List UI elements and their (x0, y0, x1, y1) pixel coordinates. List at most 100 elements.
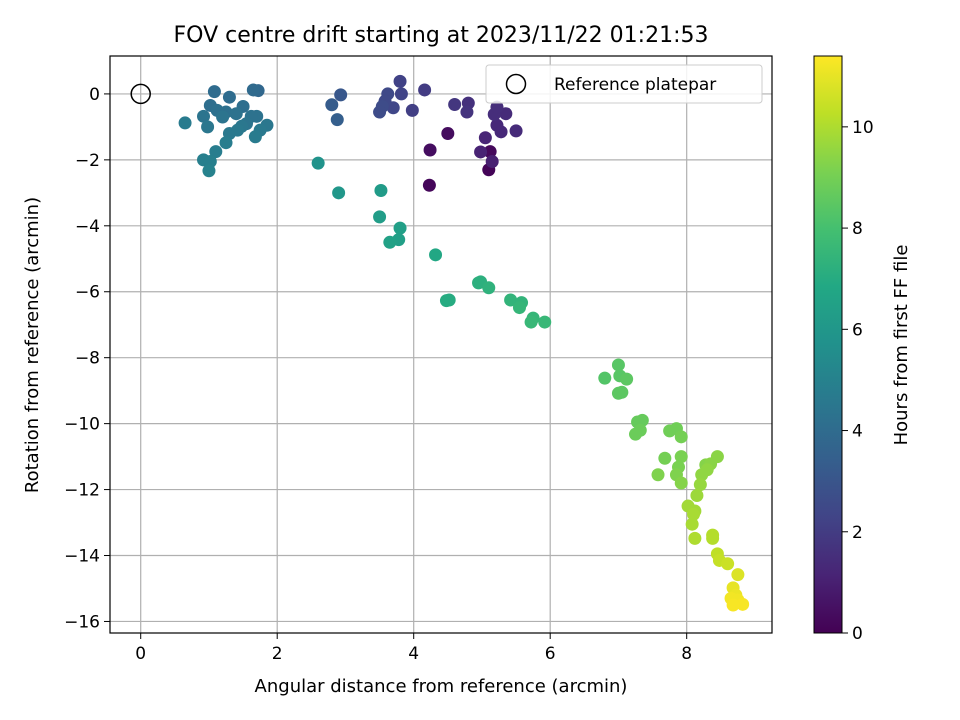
scatter-point (202, 164, 216, 178)
scatter-point (690, 489, 704, 503)
x-axis-label: Angular distance from reference (arcmin) (255, 676, 628, 697)
scatter-point (512, 301, 526, 315)
scatter-point (524, 315, 538, 329)
x-tick-label: 2 (272, 644, 283, 664)
scatter-point (685, 517, 699, 531)
scatter-point (423, 143, 437, 157)
y-tick-label: −10 (64, 415, 100, 435)
scatter-point (482, 281, 496, 295)
y-tick-label: −14 (64, 547, 100, 567)
scatter-point (460, 105, 474, 119)
scatter-point (538, 315, 552, 329)
colorbar-ticks: 0 2 4 6 8 10 (842, 118, 874, 644)
reference-point-marker (130, 83, 151, 105)
plot-area-frame (109, 55, 773, 634)
scatter-point (499, 107, 513, 121)
scatter-point (509, 124, 523, 138)
scatter-point (635, 413, 649, 427)
scatter-point (325, 98, 339, 112)
scatter-point (485, 155, 499, 169)
y-axis-label: Rotation from reference (arcmin) (22, 197, 43, 493)
colorbar-tick-label: 8 (852, 219, 863, 239)
scatter-point (448, 97, 462, 111)
scatter-point (216, 110, 230, 124)
scatter-point (196, 109, 210, 123)
scatter-point (620, 372, 634, 386)
y-tick-label: −16 (64, 612, 100, 632)
y-tick-label: 0 (89, 85, 100, 105)
scatter-point (721, 557, 735, 571)
scatter-point (474, 145, 488, 159)
y-tick-label: −6 (75, 283, 100, 303)
scatter-point (209, 145, 223, 159)
scatter-point (611, 358, 625, 372)
chart-title: FOV centre drift starting at 2023/11/22 … (174, 23, 709, 48)
scatter-point (229, 107, 243, 121)
scatter-point (393, 74, 407, 88)
scatter-point (373, 210, 387, 224)
colorbar (813, 55, 843, 634)
x-tick-label: 0 (135, 644, 146, 664)
scatter-point (504, 293, 518, 307)
legend-box (485, 64, 763, 104)
scatter-point (330, 113, 344, 127)
scatter-point (490, 100, 504, 114)
scatter-point (441, 126, 455, 140)
scatter-point (201, 120, 215, 134)
scatter-point (695, 468, 709, 482)
scatter-point (334, 88, 348, 102)
scatter-point (383, 235, 397, 249)
colorbar-tick-label: 2 (852, 523, 863, 543)
y-tick-label: −2 (75, 151, 100, 171)
scatter-point (736, 597, 750, 611)
scatter-point (207, 85, 221, 99)
scatter-point (393, 221, 407, 235)
x-axis-ticks: 0 2 4 6 8 (135, 633, 692, 664)
legend-open-circle-icon (505, 73, 527, 95)
x-tick-label: 4 (408, 644, 419, 664)
scatter-point (726, 598, 740, 612)
x-tick-label: 8 (681, 644, 692, 664)
scatter-point (674, 476, 688, 490)
scatter-point (405, 103, 419, 117)
scatter-point (442, 293, 456, 307)
colorbar-tick-label: 4 (852, 422, 863, 442)
scatter-point (478, 131, 492, 145)
scatter-point (373, 105, 387, 119)
scatter-point (651, 468, 665, 482)
y-tick-label: −12 (64, 481, 100, 501)
scatter-point (494, 125, 508, 139)
scatter-point (222, 90, 236, 104)
scatter-point (611, 386, 625, 400)
y-tick-label: −8 (75, 349, 100, 369)
scatter-point (422, 178, 436, 192)
scatter-point (246, 83, 260, 97)
scatter-point (178, 116, 192, 130)
scatter-point (629, 427, 643, 441)
scatter-point (418, 83, 432, 97)
scatter-point (674, 450, 688, 464)
scatter-point (688, 531, 702, 545)
colorbar-tick-label: 6 (852, 320, 863, 340)
legend: Reference platepar (485, 64, 763, 104)
scatter-point (231, 123, 245, 137)
scatter-point (693, 478, 707, 492)
scatter-point (674, 430, 688, 444)
scatter-point (483, 145, 497, 159)
scatter-point (598, 371, 612, 385)
scatter-point (706, 531, 720, 545)
scatter-point (219, 136, 233, 150)
scatter-point (394, 87, 408, 101)
y-tick-label: −4 (75, 217, 100, 237)
scatter-point (710, 450, 724, 464)
scatter-point (658, 451, 672, 465)
legend-entry-label: Reference platepar (554, 75, 716, 95)
colorbar-tick-label: 10 (852, 118, 874, 138)
scatter-point (429, 248, 443, 262)
x-tick-label: 6 (545, 644, 556, 664)
scatter-point (332, 186, 346, 200)
scatter-point (311, 156, 325, 170)
scatter-point (248, 130, 262, 144)
